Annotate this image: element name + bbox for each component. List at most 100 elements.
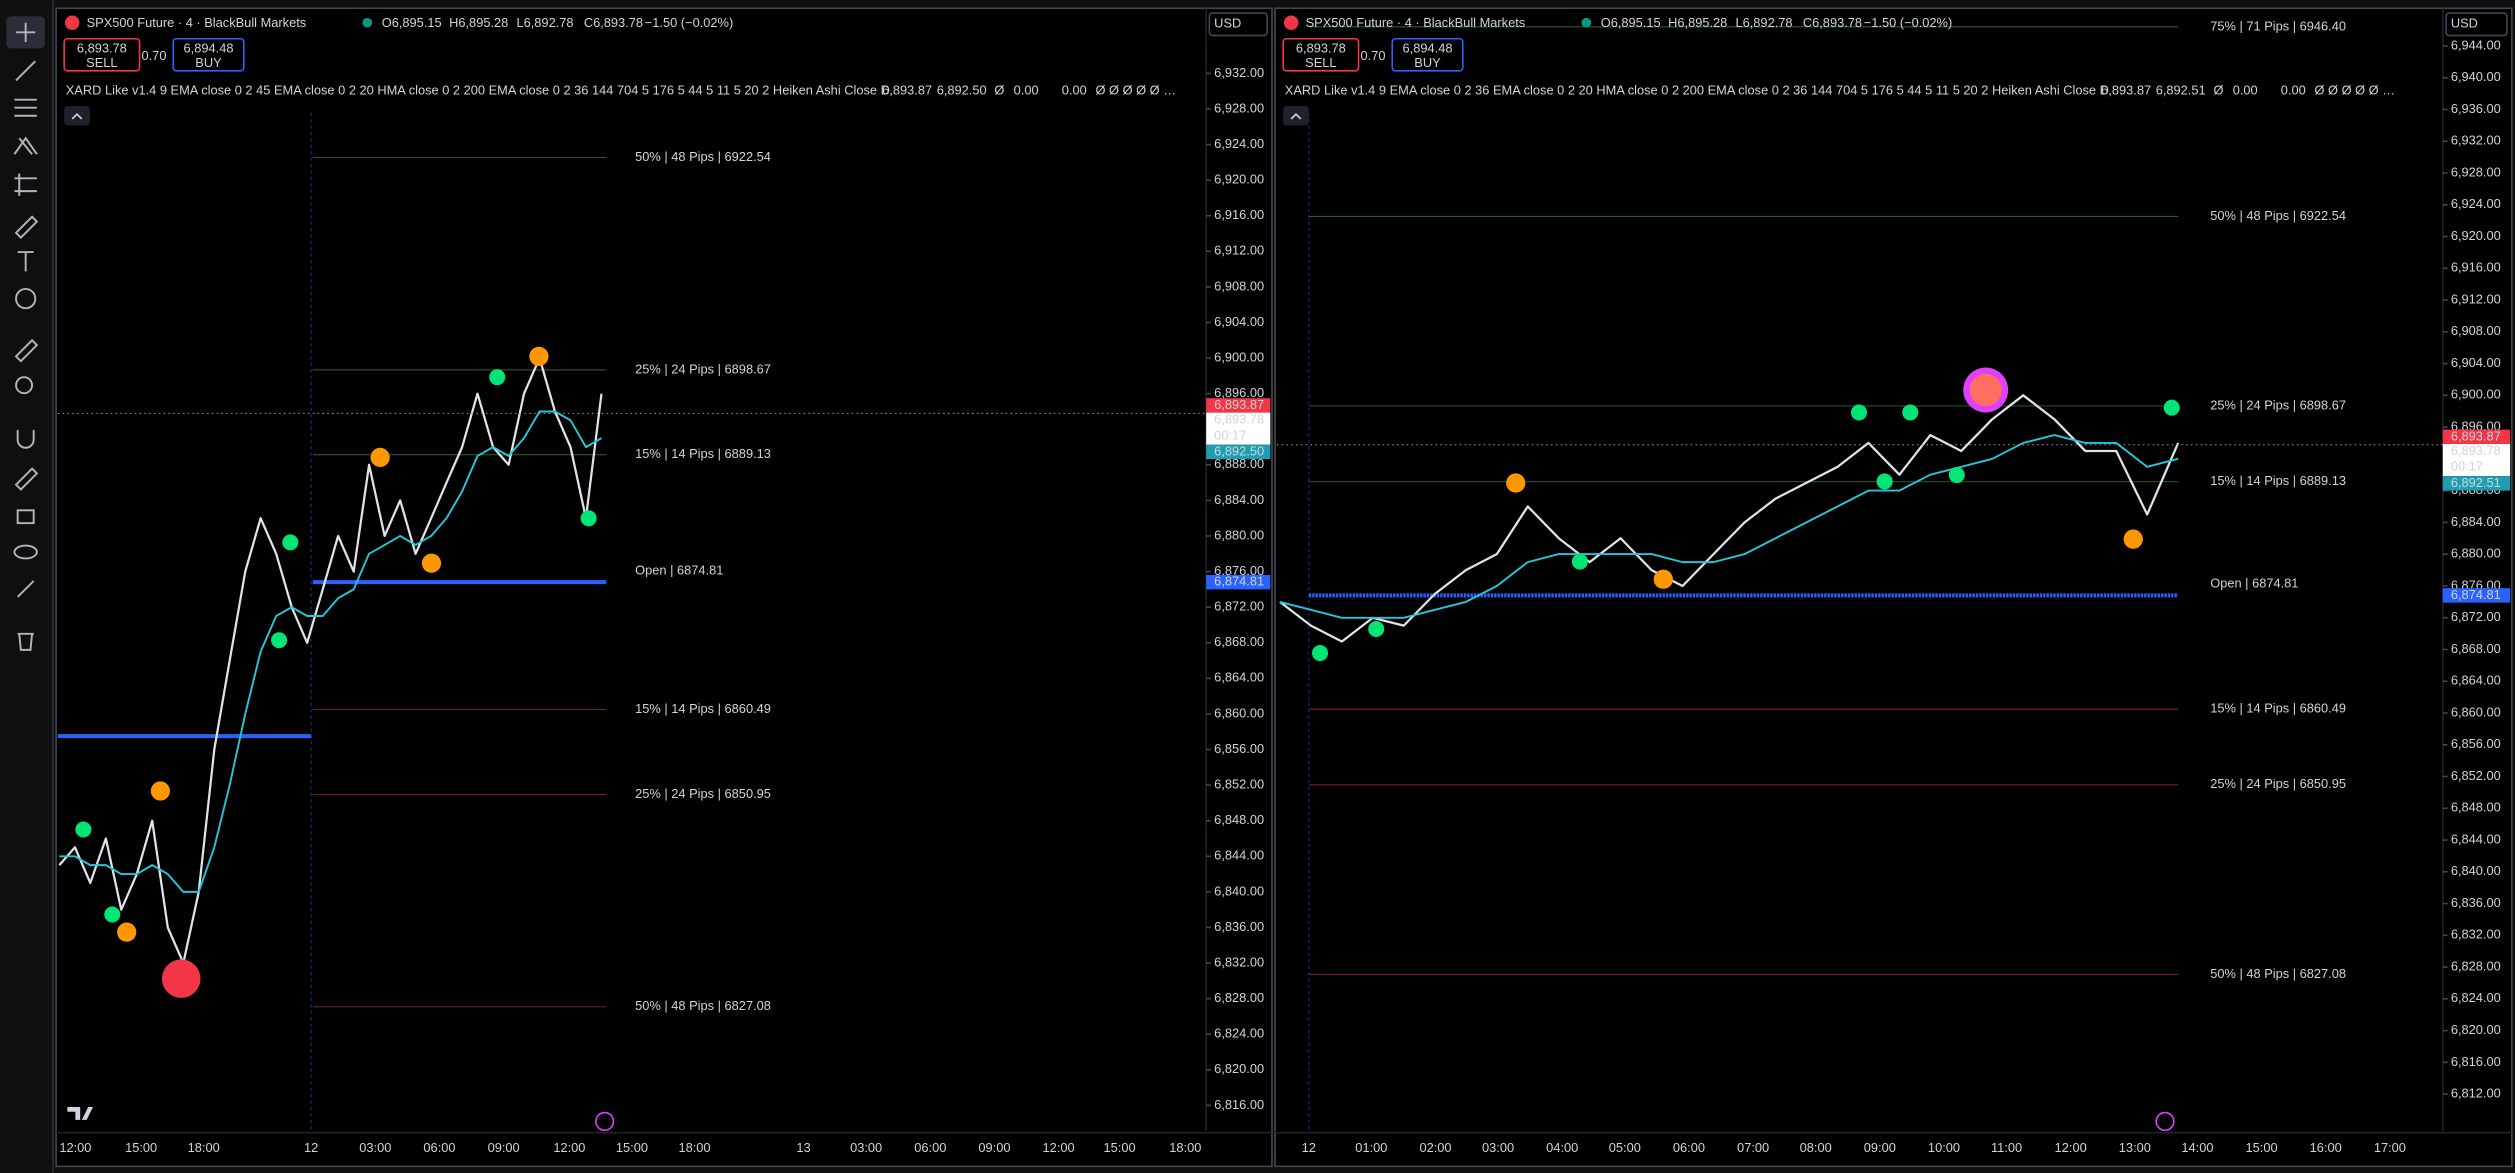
- y-tick-label: 6,864.00: [2451, 673, 2501, 688]
- sell-button[interactable]: [1282, 37, 1360, 72]
- symbol-title[interactable]: SPX500 Future · 4 · BlackBull Markets: [1306, 15, 1526, 30]
- x-tick-label: 04:00: [1546, 1140, 1578, 1155]
- y-tick-label: 6,864.00: [1214, 670, 1264, 685]
- y-tick-label: 6,856.00: [1214, 741, 1264, 756]
- text-tool[interactable]: [17, 251, 34, 272]
- sell-label: SELL: [86, 55, 117, 70]
- y-tick-label: 6,832.00: [1214, 954, 1264, 969]
- magnet-tool[interactable]: [16, 430, 35, 449]
- fib-tool[interactable]: [14, 98, 37, 117]
- x-tick-label: 08:00: [1800, 1140, 1832, 1155]
- y-tick-label: 6,908.00: [2451, 323, 2501, 338]
- y-tick-label: 6,880.00: [2451, 546, 2501, 561]
- signal-marker: [1571, 553, 1588, 570]
- x-tick-label: 09:00: [978, 1140, 1010, 1155]
- ema-line: [1279, 434, 2179, 619]
- x-tick-label: 03:00: [850, 1140, 882, 1155]
- y-tick-label: 6,920.00: [1214, 172, 1264, 187]
- y-tick-label: 6,840.00: [1214, 883, 1264, 898]
- indicator-symbol: Ø: [2213, 82, 2223, 97]
- trendline-tool[interactable]: [15, 60, 36, 82]
- zoom-tool[interactable]: [15, 376, 34, 395]
- y-tick-label: 6,900.00: [1214, 349, 1264, 364]
- x-tick-label: 03:00: [1482, 1140, 1514, 1155]
- x-tick-label: 06:00: [423, 1140, 455, 1155]
- price-badge-label: 6,892.51: [2451, 475, 2501, 490]
- link-tool[interactable]: [16, 580, 35, 598]
- collapse-button[interactable]: [1283, 106, 1309, 126]
- symbol-title[interactable]: SPX500 Future · 4 · BlackBull Markets: [87, 15, 307, 30]
- panel-background: [1274, 7, 2513, 1168]
- alert-icon[interactable]: [2155, 1111, 2175, 1132]
- x-tick-label: 13: [796, 1140, 810, 1155]
- y-tick-label: 6,908.00: [1214, 278, 1264, 293]
- signal-marker: [1506, 473, 1526, 493]
- sell-label: SELL: [1305, 55, 1336, 70]
- y-tick-label: 6,816.00: [1214, 1097, 1264, 1112]
- currency-select[interactable]: [2445, 12, 2508, 37]
- x-tick-label: 10:00: [1928, 1140, 1960, 1155]
- x-tick-label: 15:00: [2246, 1140, 2278, 1155]
- price-badge-label: 6,874.81: [1214, 574, 1264, 589]
- level-label: 50% | 48 Pips | 6922.54: [635, 149, 771, 164]
- x-tick-label: 02:00: [1419, 1140, 1451, 1155]
- x-tick-label: 12: [304, 1140, 318, 1155]
- alert-icon[interactable]: [595, 1111, 615, 1132]
- ruler-tool[interactable]: [14, 338, 39, 363]
- level-label: 25% | 24 Pips | 6850.95: [2210, 776, 2346, 791]
- stay-draw-tool[interactable]: [14, 467, 39, 491]
- signal-marker: [104, 906, 121, 923]
- price-badge-label: 6,893.87: [2451, 428, 2501, 443]
- signal-marker: [1969, 373, 2002, 407]
- x-tick-label: 07:00: [1737, 1140, 1769, 1155]
- buy-label: BUY: [1414, 55, 1441, 70]
- y-tick-label: 6,924.00: [2451, 196, 2501, 211]
- currency-select[interactable]: [1208, 12, 1268, 37]
- hide-tool[interactable]: [13, 544, 38, 560]
- x-tick-label: 18:00: [1169, 1140, 1201, 1155]
- signal-marker: [1850, 404, 1868, 421]
- price-badge: [1206, 398, 1271, 413]
- y-tick-label: 6,876.00: [1214, 563, 1264, 578]
- x-tick-label: 18:00: [188, 1140, 220, 1155]
- collapse-button[interactable]: [64, 106, 90, 126]
- y-tick-label: 6,844.00: [1214, 848, 1264, 863]
- signal-marker: [370, 447, 390, 468]
- indicator-zero: 0.00: [1014, 82, 1039, 97]
- y-tick-label: 6,848.00: [1214, 812, 1264, 827]
- delete-tool[interactable]: [17, 632, 34, 651]
- symbol-logo: [64, 15, 80, 30]
- level-label: 25% | 24 Pips | 6850.95: [635, 786, 771, 801]
- y-tick-label: 6,836.00: [1214, 919, 1264, 934]
- y-tick-label: 6,880.00: [1214, 527, 1264, 542]
- toolbar: [6, 0, 54, 1173]
- price-badge: [2442, 429, 2511, 445]
- signal-marker: [2163, 399, 2180, 416]
- symbol-logo: [1283, 15, 1299, 30]
- signal-marker: [150, 781, 171, 801]
- y-tick-label: 6,904.00: [2451, 355, 2501, 370]
- level-label: 15% | 14 Pips | 6860.49: [2210, 700, 2346, 715]
- brush-tool[interactable]: [14, 215, 39, 240]
- sell-button[interactable]: [63, 37, 141, 72]
- change-value: −1.50 (−0.02%): [645, 15, 733, 30]
- y-tick-label: 6,852.00: [1214, 776, 1264, 791]
- lock-tool[interactable]: [16, 509, 35, 525]
- buy-button[interactable]: [172, 37, 245, 72]
- collapse-arrow: [71, 113, 83, 120]
- x-tick-label: 05:00: [1609, 1140, 1641, 1155]
- crosshair-tool[interactable]: [16, 22, 36, 42]
- ohlc-value: O6,895.15: [382, 15, 442, 30]
- pattern-tool[interactable]: [13, 136, 38, 155]
- y-tick-label: 6,932.00: [2451, 133, 2501, 148]
- emoji-tool[interactable]: [15, 288, 37, 310]
- x-tick-label: 14:00: [2181, 1140, 2213, 1155]
- x-tick-label: 15:00: [1104, 1140, 1136, 1155]
- y-tick-label: 6,836.00: [2451, 895, 2501, 910]
- indicator-value: 6,893.87: [2101, 82, 2151, 97]
- y-tick-label: 6,920.00: [2451, 228, 2501, 243]
- projection-tool[interactable]: [14, 173, 37, 196]
- buy-button[interactable]: [1391, 37, 1464, 72]
- price-badge: [2442, 444, 2511, 477]
